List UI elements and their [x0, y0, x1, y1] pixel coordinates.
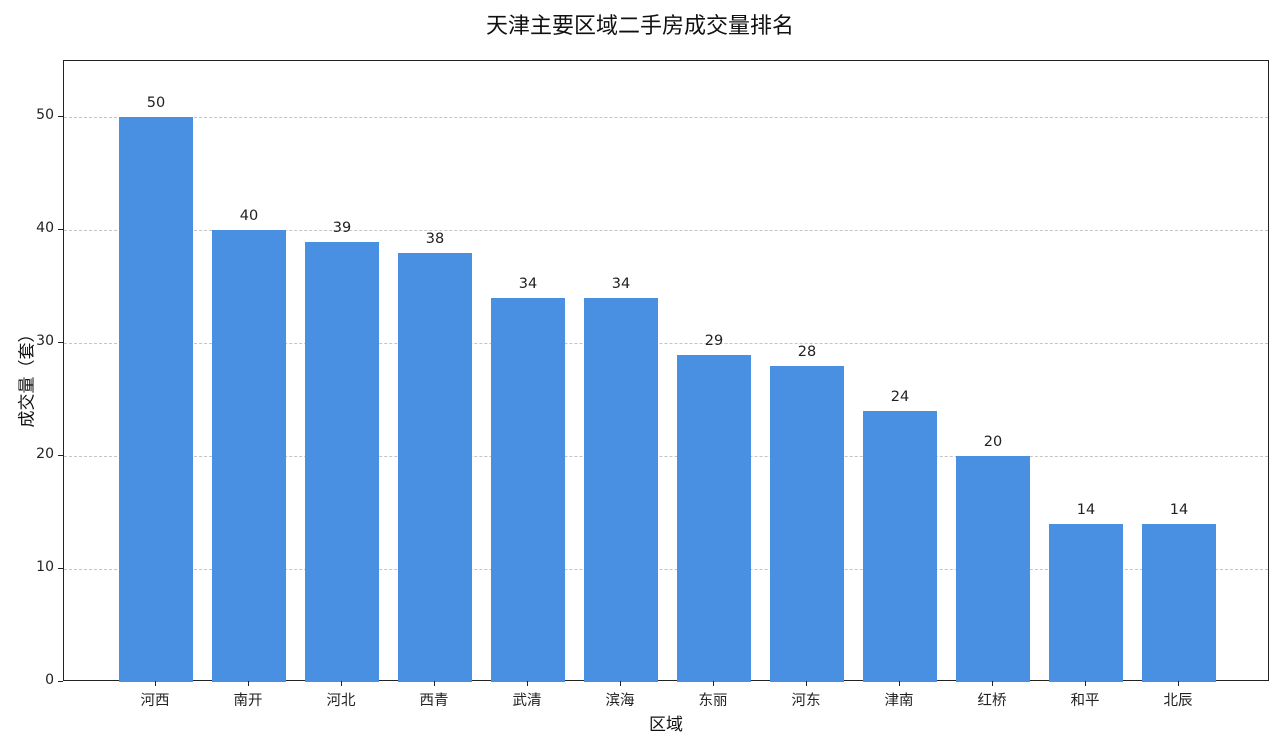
y-tick-label: 30: [36, 333, 54, 350]
bar-value-label: 50: [146, 95, 166, 112]
bar-value-label: 29: [704, 332, 724, 349]
bar-value-label: 34: [518, 276, 538, 293]
x-tick-label: 津南: [884, 693, 914, 709]
bar-value-label: 24: [890, 389, 910, 406]
gridline: [64, 230, 1268, 232]
x-tick: [713, 681, 714, 686]
x-tick: [620, 681, 621, 686]
y-tick-label: 40: [36, 220, 54, 237]
bar: [770, 365, 844, 682]
y-tick: [58, 342, 63, 344]
bar: [119, 117, 193, 682]
bar: [305, 241, 379, 682]
chart-title: 天津主要区域二手房成交量排名: [485, 14, 794, 39]
x-tick-label: 和平: [1070, 693, 1100, 709]
x-axis-title: 区域: [649, 715, 683, 735]
gridline: [64, 343, 1268, 345]
y-tick: [58, 229, 63, 231]
bar-value-label: 39: [332, 219, 352, 236]
x-tick-label: 东丽: [698, 693, 728, 709]
y-tick: [58, 568, 63, 570]
x-tick: [1178, 681, 1179, 686]
x-tick-label: 武清: [512, 693, 542, 709]
x-tick: [992, 681, 993, 686]
bar-value-label: 34: [611, 276, 631, 293]
bar: [863, 411, 937, 682]
x-tick: [806, 681, 807, 686]
bar: [212, 230, 286, 682]
x-tick-label: 河西: [140, 693, 170, 709]
x-tick-label: 滨海: [605, 693, 635, 709]
bar-value-label: 40: [239, 208, 259, 225]
x-tick-label: 红桥: [977, 693, 1007, 709]
gridline: [64, 456, 1268, 458]
x-tick: [899, 681, 900, 686]
bar: [398, 252, 472, 682]
x-tick: [527, 681, 528, 686]
y-tick: [58, 116, 63, 118]
y-tick-label: 20: [36, 446, 54, 463]
y-axis-title: 成交量（套）: [17, 325, 38, 428]
x-tick: [1085, 681, 1086, 686]
x-tick-label: 北辰: [1163, 693, 1193, 709]
x-tick-label: 西青: [419, 693, 449, 709]
bar-value-label: 20: [983, 434, 1003, 451]
bar-value-label: 14: [1076, 501, 1096, 518]
bar-value-label: 28: [797, 343, 817, 360]
bar: [491, 298, 565, 682]
x-tick: [341, 681, 342, 686]
gridline: [64, 569, 1268, 571]
x-tick-label: 南开: [233, 693, 263, 709]
x-tick-label: 河北: [326, 693, 356, 709]
bar-value-label: 14: [1169, 501, 1189, 518]
x-tick: [434, 681, 435, 686]
bar: [956, 456, 1030, 682]
x-tick: [155, 681, 156, 686]
y-tick: [58, 455, 63, 457]
bar: [1142, 523, 1216, 682]
bar: [1049, 523, 1123, 682]
y-tick-label: 50: [36, 107, 54, 124]
bar: [584, 298, 658, 682]
y-tick-label: 0: [45, 672, 54, 688]
x-tick-label: 河东: [791, 693, 821, 709]
plot-area: 50 40 39 38 34 34 29 28 24 20 14 14: [63, 60, 1269, 682]
gridline: [64, 117, 1268, 119]
y-tick: [58, 681, 63, 682]
bar-value-label: 38: [425, 230, 445, 247]
bar: [677, 354, 751, 682]
x-tick: [248, 681, 249, 686]
y-tick-label: 10: [36, 559, 54, 576]
